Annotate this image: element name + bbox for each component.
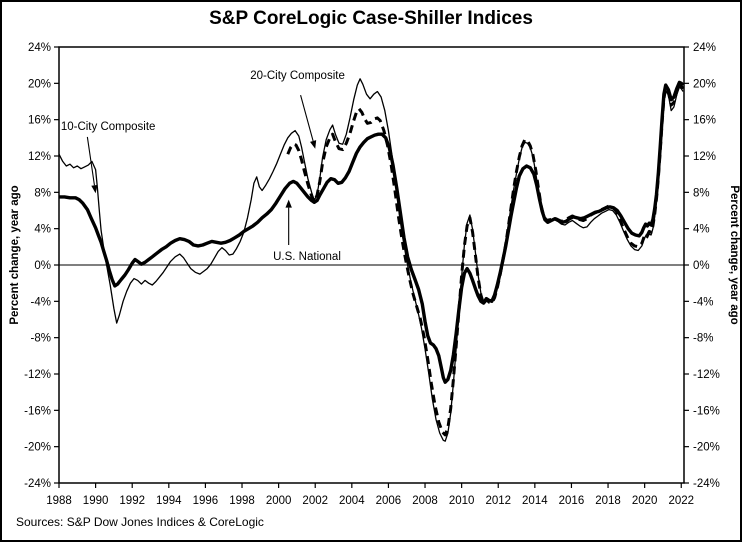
series-line-20-city-composite — [286, 82, 685, 437]
y-tick-label-right-16: 16% — [693, 115, 716, 127]
y-tick-label-left--24: -24% — [24, 478, 51, 490]
y-tick-label-right--24: -24% — [693, 478, 720, 490]
x-tick-label-1996: 1996 — [193, 495, 219, 507]
y-tick-label-right--8: -8% — [693, 333, 713, 345]
y-tick-label-right-20: 20% — [693, 78, 716, 90]
y-tick-label-left--16: -16% — [24, 405, 51, 417]
annotation-arrow-head-10-city-composite — [91, 184, 98, 194]
y-tick-label-right--20: -20% — [693, 442, 720, 454]
x-tick-label-1990: 1990 — [83, 495, 109, 507]
annotation-arrow-line-10-city-composite — [86, 136, 95, 186]
x-tick-label-2022: 2022 — [668, 495, 694, 507]
y-tick-label-right-4: 4% — [693, 224, 710, 236]
annotation-arrow-line-20-city-composite — [300, 94, 314, 142]
x-tick-label-2012: 2012 — [485, 495, 511, 507]
y-tick-label-left-12: 12% — [28, 151, 51, 163]
y-tick-label-right-12: 12% — [693, 151, 716, 163]
x-tick-label-2006: 2006 — [376, 495, 402, 507]
y-axis-label-left: Percent change, year ago — [9, 185, 21, 324]
x-tick-label-2016: 2016 — [559, 495, 585, 507]
x-tick-label-2018: 2018 — [595, 495, 621, 507]
y-tick-label-right--4: -4% — [693, 296, 713, 308]
x-tick-label-2004: 2004 — [339, 495, 365, 507]
y-tick-label-right-0: 0% — [693, 260, 710, 272]
x-tick-label-1998: 1998 — [229, 495, 255, 507]
y-tick-label-left-8: 8% — [34, 187, 51, 199]
y-tick-label-left--4: -4% — [31, 296, 51, 308]
y-tick-label-right--12: -12% — [693, 369, 720, 381]
x-tick-label-1988: 1988 — [46, 495, 72, 507]
x-tick-label-2014: 2014 — [522, 495, 548, 507]
y-tick-label-left-20: 20% — [28, 78, 51, 90]
x-tick-label-1994: 1994 — [156, 495, 182, 507]
x-tick-label-1992: 1992 — [119, 495, 145, 507]
x-tick-label-2000: 2000 — [266, 495, 292, 507]
y-tick-label-right-8: 8% — [693, 187, 710, 199]
y-axis-label-right: Percent change, year ago — [728, 185, 740, 324]
y-tick-label-left--8: -8% — [31, 333, 51, 345]
y-tick-label-left-16: 16% — [28, 115, 51, 127]
x-tick-label-2010: 2010 — [449, 495, 475, 507]
annotation-label-u-s-national: U.S. National — [273, 251, 341, 263]
y-tick-label-right-24: 24% — [693, 42, 716, 54]
x-tick-label-2020: 2020 — [632, 495, 658, 507]
y-tick-label-left-4: 4% — [34, 224, 51, 236]
x-tick-label-2008: 2008 — [412, 495, 438, 507]
annotation-label-20-city-composite: 20-City Composite — [250, 70, 345, 82]
annotation-arrow-head-20-city-composite — [310, 140, 317, 149]
series-line-10-city-composite — [58, 78, 684, 442]
y-tick-label-left-0: 0% — [34, 260, 51, 272]
y-tick-label-left--12: -12% — [24, 369, 51, 381]
annotation-label-10-city-composite: 10-City Composite — [61, 121, 156, 133]
annotation-arrow-head-u-s-national — [285, 199, 292, 208]
y-tick-label-left--20: -20% — [24, 442, 51, 454]
y-tick-label-left-24: 24% — [28, 42, 51, 54]
source-note: Sources: S&P Dow Jones Indices & CoreLog… — [16, 515, 264, 529]
x-tick-label-2002: 2002 — [302, 495, 328, 507]
y-tick-label-right--16: -16% — [693, 405, 720, 417]
chart-title: S&P CoreLogic Case-Shiller Indices — [209, 8, 533, 29]
